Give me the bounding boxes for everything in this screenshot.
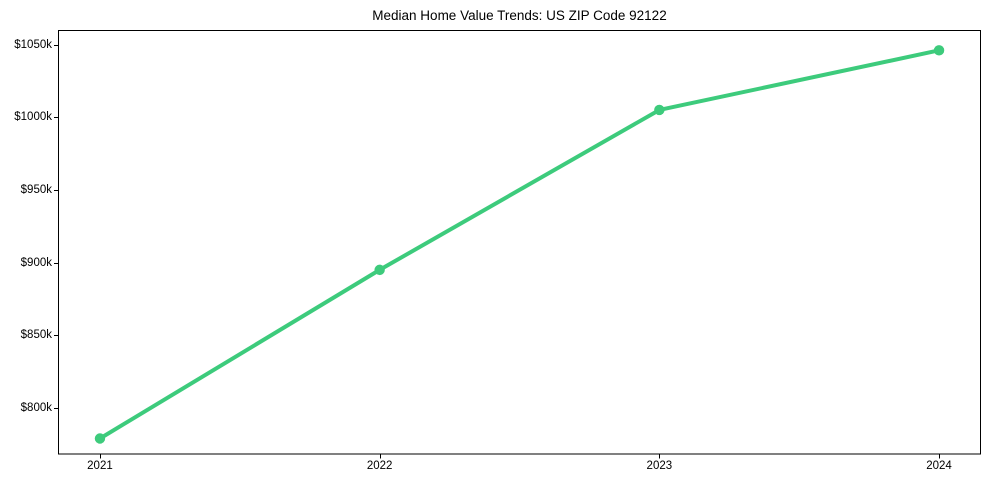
y-tick-label: $1050k (14, 38, 52, 51)
data-point-marker (654, 104, 665, 116)
x-tick-label: 2021 (87, 460, 113, 472)
trend-line (97, 48, 942, 441)
data-point-marker (933, 45, 945, 56)
plot-border (58, 30, 981, 455)
y-tick-label: $850k (20, 329, 52, 342)
y-tick-label: $950k (20, 183, 52, 196)
chart-title: Median Home Value Trends: US ZIP Code 92… (372, 8, 667, 23)
y-tick-label: $800k (20, 401, 52, 414)
x-tick-label: 2023 (646, 460, 673, 472)
x-tick-label: 2022 (366, 460, 393, 472)
x-tick-label: 2024 (926, 460, 952, 472)
data-point-marker (94, 433, 106, 444)
y-tick-label: $900k (20, 256, 52, 269)
data-point-marker (374, 264, 385, 276)
y-tick-label: $1000k (14, 111, 52, 124)
